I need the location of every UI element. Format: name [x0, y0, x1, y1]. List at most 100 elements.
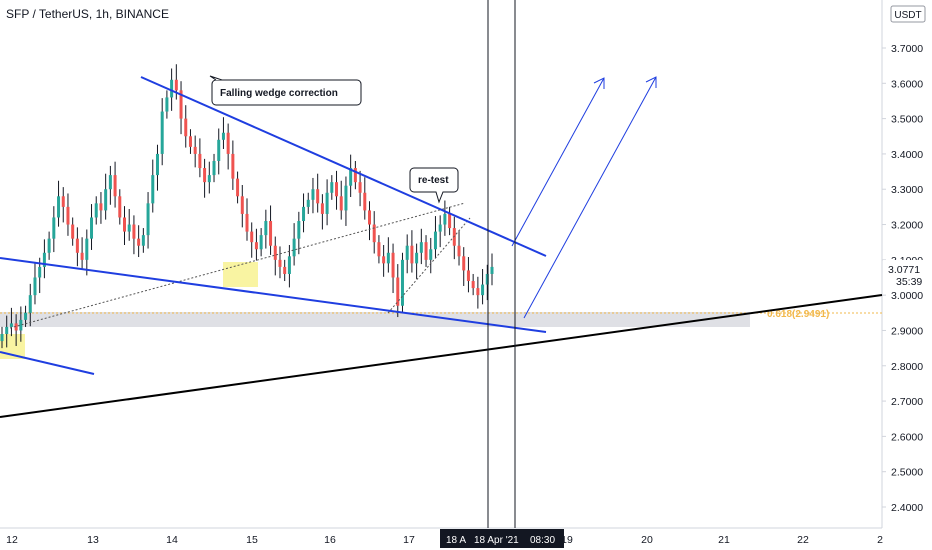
- candle-up: [108, 175, 112, 190]
- candle-down: [75, 238, 79, 253]
- candle-up: [52, 217, 56, 239]
- candle-down: [363, 192, 367, 211]
- candle-up: [433, 231, 437, 250]
- candle-up: [344, 185, 348, 211]
- last-price-value: 3.0771: [888, 264, 920, 276]
- candle-up: [302, 206, 306, 222]
- candle-up: [419, 242, 423, 253]
- candle-down: [99, 203, 103, 211]
- annotation-falling-wedge[interactable]: Falling wedge correction: [209, 75, 362, 106]
- time-tick-label: 19: [561, 534, 573, 546]
- candle-down: [132, 224, 136, 239]
- candle-up: [141, 235, 145, 246]
- candle-up: [90, 217, 94, 239]
- candle-down: [188, 136, 192, 147]
- candle-down: [193, 146, 197, 154]
- price-tick-label: 2.7000: [891, 396, 923, 408]
- annotation-retest-text: re-test: [418, 175, 449, 186]
- currency-button[interactable]: USDT: [890, 5, 926, 23]
- candle-up: [170, 79, 174, 98]
- support-zone: [0, 312, 750, 327]
- projection-arrow-1: [511, 77, 605, 247]
- wedge-lower-line: [0, 257, 547, 333]
- annotation-retest[interactable]: re-test: [409, 167, 459, 204]
- candle-down: [184, 118, 188, 137]
- candle-up: [264, 221, 268, 236]
- time-tick-label: 20: [641, 534, 653, 546]
- candle-up: [33, 277, 37, 296]
- price-axis-ticks: 3.70003.60003.50003.40003.30003.20003.10…: [882, 43, 923, 514]
- candle-down: [358, 182, 362, 193]
- candle-up: [429, 249, 433, 260]
- candle-down: [372, 224, 376, 243]
- crosshair-time-badge: 18 A 18 Apr '21 08:30: [440, 529, 564, 548]
- candle-up: [217, 139, 221, 161]
- wedge-upper-line: [140, 76, 547, 257]
- candle-down: [14, 323, 18, 331]
- time-tick-label: 13: [87, 534, 99, 546]
- candle-down: [61, 196, 65, 207]
- candle-down: [179, 90, 183, 119]
- candle-up: [297, 221, 301, 239]
- candle-up: [57, 196, 61, 218]
- candle-down: [391, 252, 395, 278]
- candle-down: [198, 153, 202, 169]
- dotted-channel-lower: [9, 202, 466, 329]
- candle-down: [335, 182, 339, 197]
- chart-title: SFP / TetherUS, 1h, BINANCE: [6, 7, 169, 21]
- candle-down: [240, 196, 244, 214]
- candle-up: [5, 326, 9, 334]
- candle-down: [410, 245, 414, 264]
- candle-up: [481, 284, 485, 296]
- candle-up: [127, 224, 131, 232]
- price-tick-label: 2.6000: [891, 431, 923, 443]
- candle-down: [245, 213, 249, 232]
- last-price-badge: 3.0771 35:39: [883, 260, 932, 288]
- candle-up: [292, 238, 296, 257]
- price-tick-label: 3.5000: [891, 114, 923, 126]
- candle-up: [85, 238, 89, 260]
- candle-down: [71, 224, 75, 239]
- candle-down: [377, 242, 381, 257]
- annotation-falling-wedge-text: Falling wedge correction: [220, 88, 338, 99]
- candle-up: [0, 333, 4, 342]
- ascending-support-line: [0, 294, 883, 418]
- time-tick-label: 12: [6, 534, 18, 546]
- candle-up: [443, 213, 447, 225]
- candle-up: [287, 256, 291, 274]
- candle-up: [24, 312, 28, 320]
- time-tick-label: 2: [877, 534, 883, 546]
- price-tick-label: 2.8000: [891, 361, 923, 373]
- candle-down: [457, 245, 461, 257]
- candle-down: [316, 189, 320, 204]
- projection-arrow-2: [523, 76, 657, 319]
- candle-up: [325, 192, 329, 214]
- candle-down: [269, 221, 273, 246]
- candle-down: [382, 256, 386, 264]
- candle-up: [94, 203, 98, 218]
- candle-down: [236, 178, 240, 197]
- time-tick-label: 22: [797, 534, 809, 546]
- time-tick-label: 21: [718, 534, 730, 546]
- time-tick-label: 14: [166, 534, 178, 546]
- price-tick-label: 3.0000: [891, 290, 923, 302]
- candle-up: [9, 323, 13, 327]
- candle-up: [306, 199, 310, 207]
- candle-down: [203, 168, 207, 183]
- candle-down: [396, 277, 400, 306]
- candle-up: [151, 175, 155, 204]
- bar-countdown: 35:39: [896, 276, 922, 288]
- price-tick-label: 3.3000: [891, 184, 923, 196]
- candle-up: [485, 273, 489, 285]
- candle-down: [466, 270, 470, 282]
- price-tick-label: 2.4000: [891, 502, 923, 514]
- candle-down: [273, 245, 277, 260]
- candle-up: [311, 189, 315, 200]
- candle-down: [368, 210, 371, 225]
- candle-up: [19, 319, 23, 331]
- candle-up: [104, 189, 108, 211]
- fib-level-label: 0.618(2.9491): [767, 309, 829, 320]
- candle-up: [165, 97, 169, 112]
- candle-series: [0, 64, 494, 349]
